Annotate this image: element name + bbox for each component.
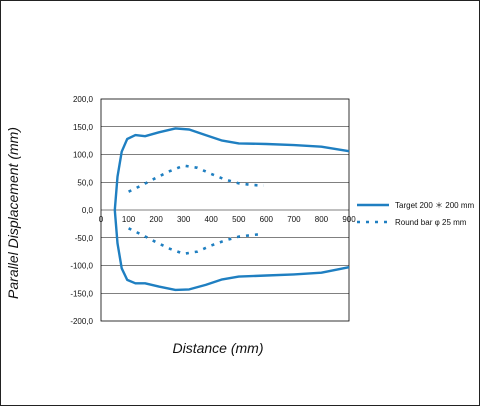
y-tick-labels: 200,0 150,0 100,0 50,0 0,0 -50,0 -100,0 -150,0 -… [70, 95, 93, 326]
y-tick-label: 0,0 [82, 206, 94, 215]
x-tick-label: 600 [260, 215, 274, 224]
x-tick-labels: 0 100 200 300 400 500 600 700 800 900 [99, 215, 356, 224]
y-tick-label: 100,0 [73, 151, 94, 160]
series-lines [113, 127, 350, 292]
series-2-upper-line [128, 164, 264, 193]
series-2-lower-line [128, 227, 264, 256]
y-tick-label: -100,0 [70, 262, 93, 271]
x-tick-label: 700 [287, 215, 301, 224]
y-axis-title: Parallel Displacement (mm) [5, 127, 21, 299]
grid-lines [100, 98, 350, 322]
series-1-lower-line [113, 209, 350, 292]
x-tick-label: 900 [342, 215, 356, 224]
legend-label-1: Target 200 ＊ 200 mm [395, 201, 474, 210]
y-tick-label: 150,0 [73, 123, 94, 132]
y-tick-label: -200,0 [70, 317, 93, 326]
y-tick-label: -50,0 [75, 234, 94, 243]
x-tick-label: 100 [122, 215, 136, 224]
x-tick-label: 200 [149, 215, 163, 224]
x-axis-title: Distance (mm) [172, 340, 263, 356]
x-tick-label: 500 [232, 215, 246, 224]
x-tick-label: 800 [315, 215, 329, 224]
x-tick-label: 0 [99, 215, 104, 224]
y-tick-label: 200,0 [73, 95, 94, 104]
y-tick-label: -150,0 [70, 289, 93, 298]
series-1-upper-line [113, 127, 350, 211]
y-tick-label: 50,0 [77, 178, 93, 187]
legend: Target 200 ＊ 200 mm Round bar φ 25 mm [357, 201, 474, 227]
x-tick-label: 300 [177, 215, 191, 224]
x-tick-label: 400 [205, 215, 219, 224]
legend-label-2: Round bar φ 25 mm [395, 218, 467, 227]
